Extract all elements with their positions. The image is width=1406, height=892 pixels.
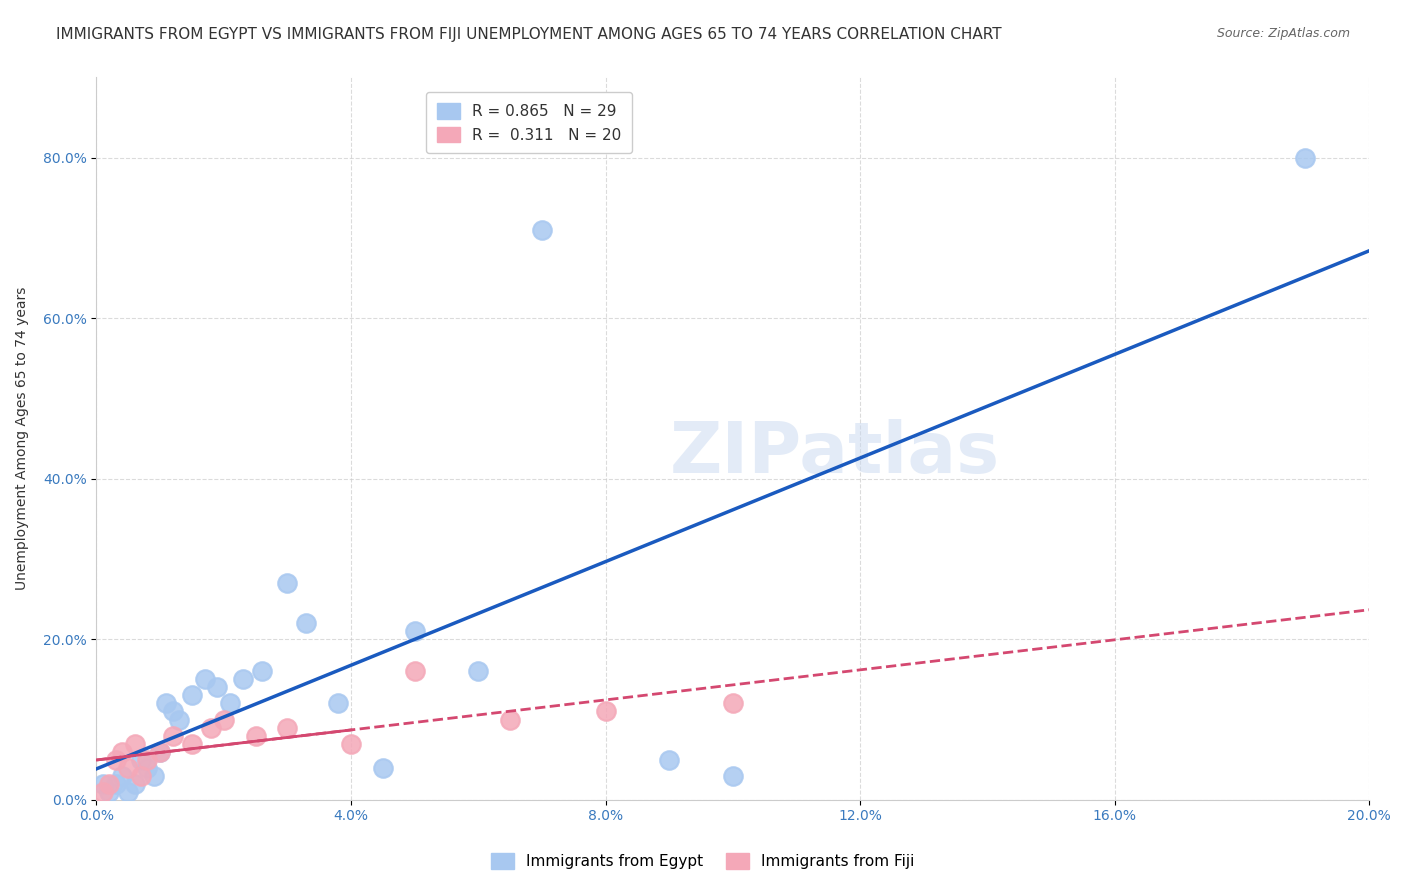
Text: ZIPatlas: ZIPatlas [669,418,1000,488]
Point [207,681,229,695]
Point [219,697,242,711]
Point [117,761,139,775]
Point [276,576,298,591]
Point [499,713,522,727]
Text: IMMIGRANTS FROM EGYPT VS IMMIGRANTS FROM FIJI UNEMPLOYMENT AMONG AGES 65 TO 74 Y: IMMIGRANTS FROM EGYPT VS IMMIGRANTS FROM… [56,27,1002,42]
Point [129,753,152,767]
Point [155,697,177,711]
Y-axis label: Unemployment Among Ages 65 to 74 years: Unemployment Among Ages 65 to 74 years [15,287,30,591]
Point [595,705,617,719]
Point [98,777,121,791]
Point [104,753,127,767]
Point [200,721,222,735]
Point [124,737,146,751]
Point [232,673,254,687]
Point [149,745,172,759]
Point [295,616,318,631]
Point [104,777,127,791]
Point [340,737,363,751]
Text: Source: ZipAtlas.com: Source: ZipAtlas.com [1216,27,1350,40]
Point [117,785,139,799]
Point [328,697,350,711]
Point [111,745,134,759]
Point [530,223,553,237]
Point [181,689,204,703]
Point [142,769,165,783]
Point [1295,151,1317,165]
Point [162,705,184,719]
Point [212,713,235,727]
Point [371,761,394,775]
Point [129,769,152,783]
Point [149,745,172,759]
Point [721,769,744,783]
Point [181,737,204,751]
Point [194,673,217,687]
Point [721,697,744,711]
Point [467,665,489,679]
Point [91,777,114,791]
Point [111,769,134,783]
Point [404,665,426,679]
Point [136,761,159,775]
Point [404,624,426,639]
Point [98,785,121,799]
Legend: Immigrants from Egypt, Immigrants from Fiji: Immigrants from Egypt, Immigrants from F… [485,847,921,875]
Legend: R = 0.865   N = 29, R =  0.311   N = 20: R = 0.865 N = 29, R = 0.311 N = 20 [426,92,633,153]
Point [162,729,184,743]
Point [124,777,146,791]
Point [91,785,114,799]
Point [658,753,681,767]
Point [245,729,267,743]
Point [167,713,190,727]
Point [276,721,298,735]
Point [250,665,273,679]
Point [136,753,159,767]
